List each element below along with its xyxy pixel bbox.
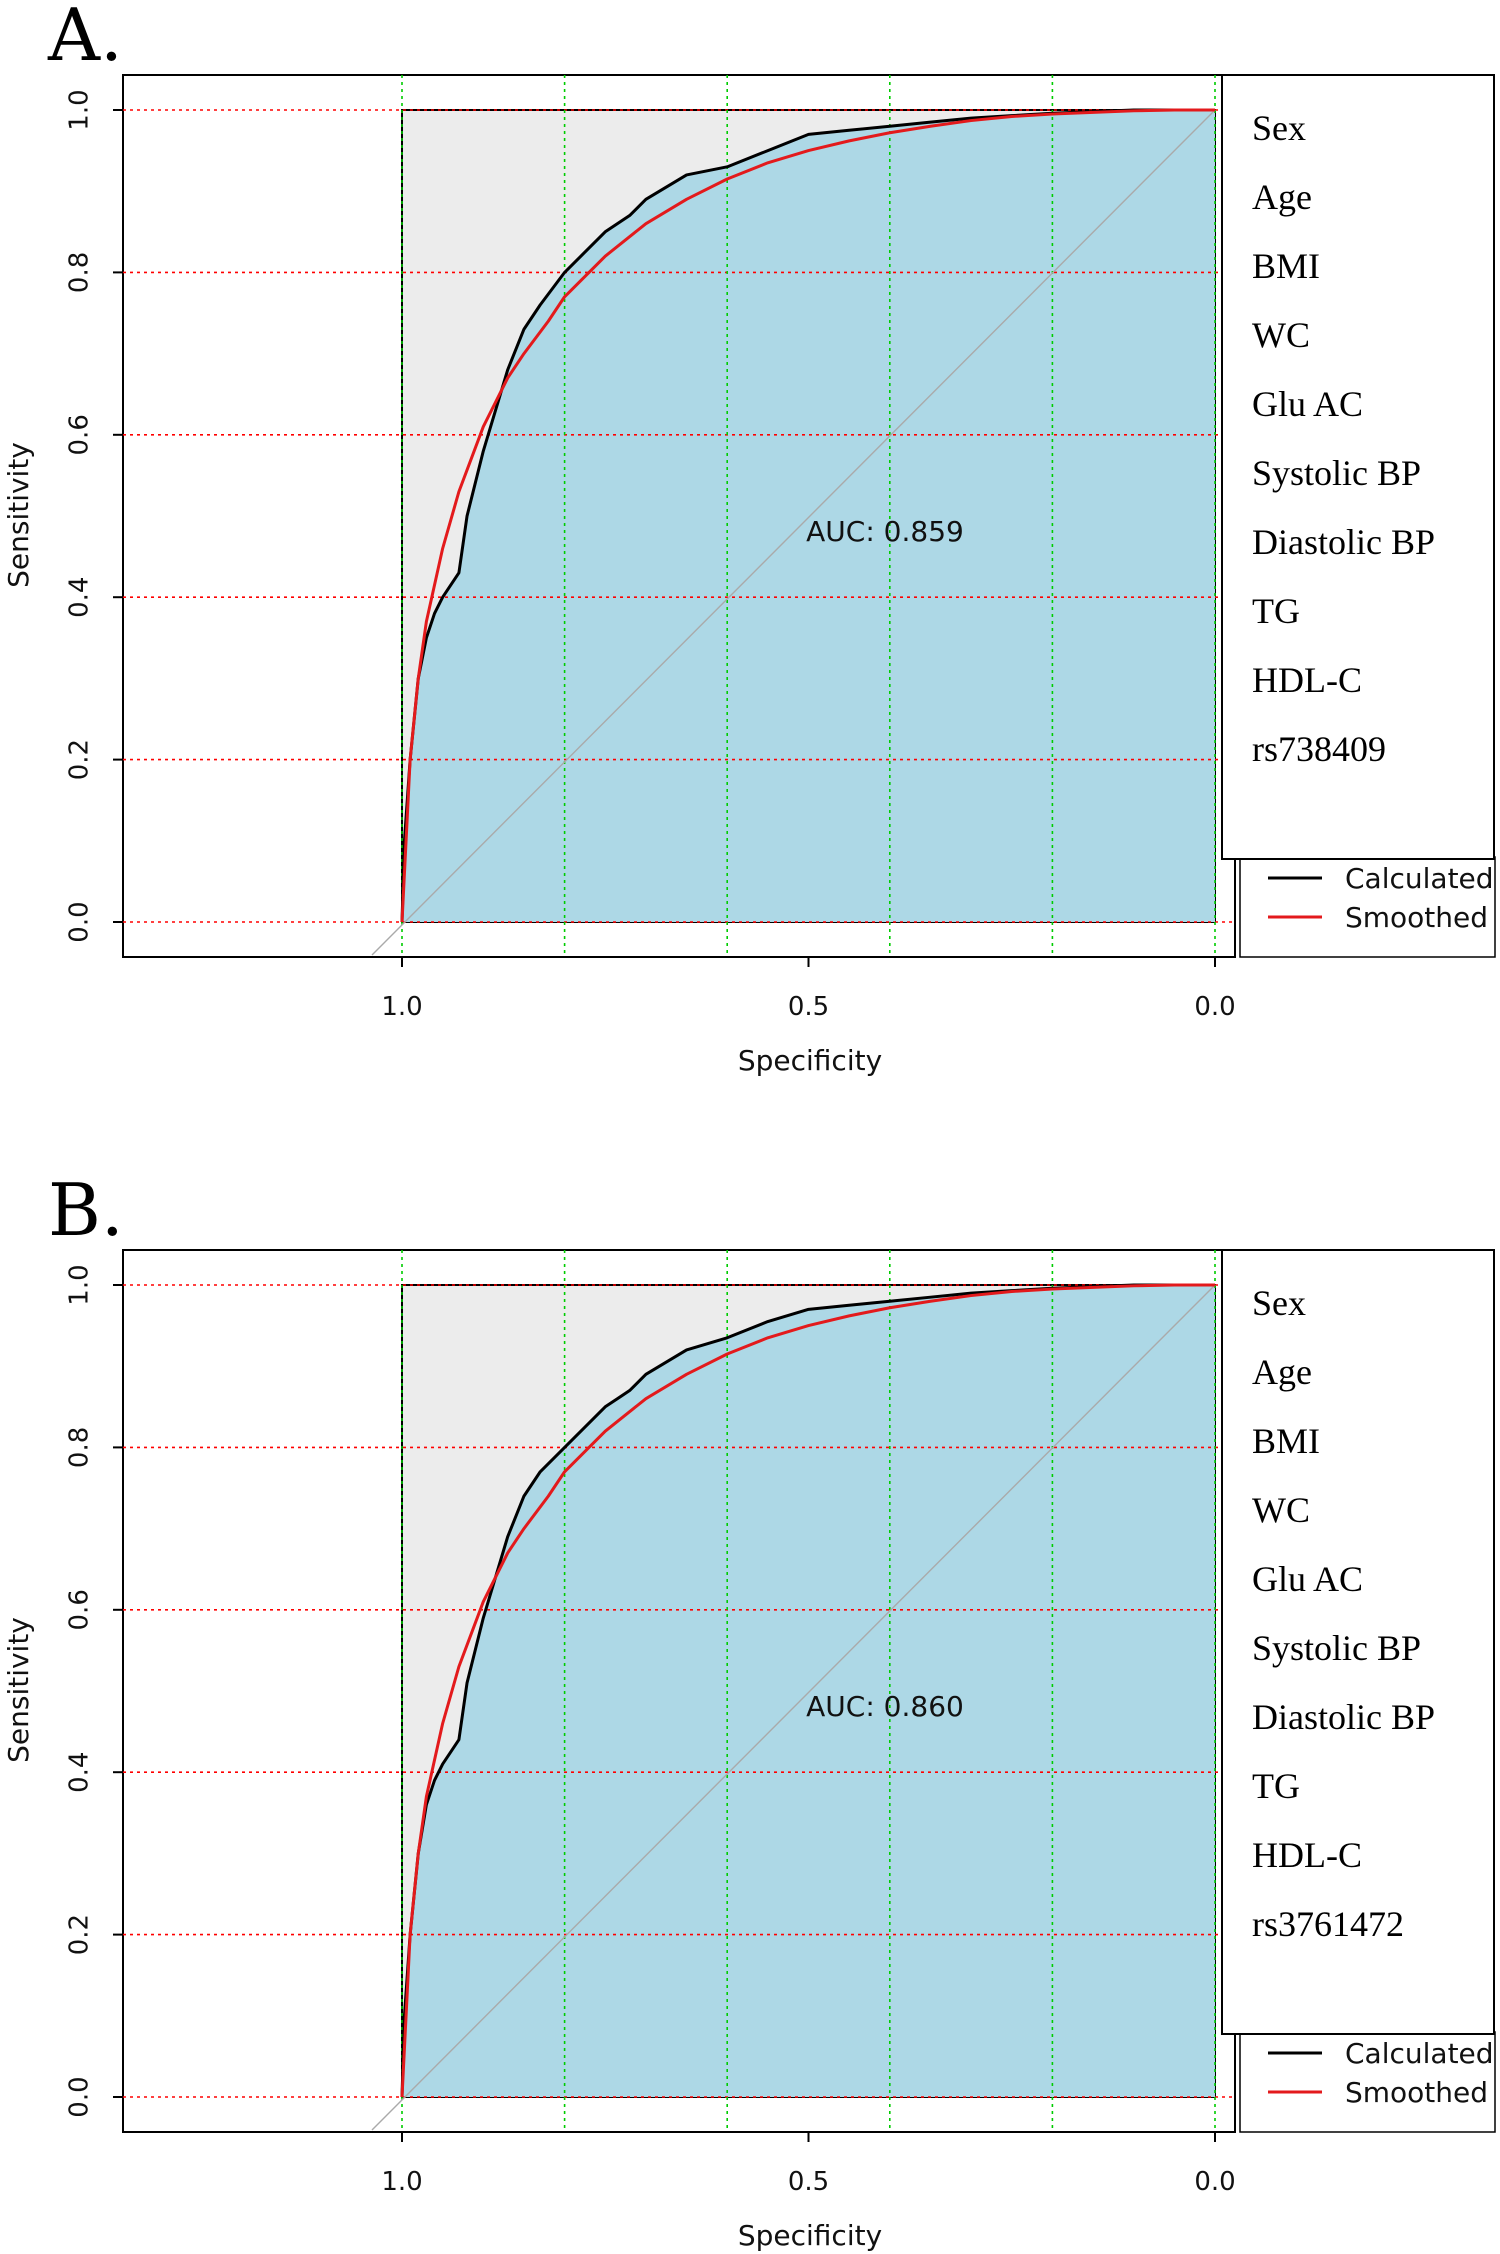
y-tick-label: 0.2: [65, 739, 95, 780]
y-tick-label: 0.6: [65, 414, 95, 455]
y-tick-label: 1.0: [65, 89, 95, 130]
variable-label: Glu AC: [1252, 384, 1363, 424]
legend-box: [1239, 856, 1496, 958]
x-axis-title: Specificity: [738, 1044, 882, 1077]
variable-label: Age: [1252, 177, 1312, 217]
roc-panel-a: A. 0.0 0.2 0.4 0.6 0.8 1.0 1.0 0.5 0.0 Specificity…: [2, 0, 1496, 1077]
variable-label: TG: [1252, 1766, 1300, 1806]
variables-box: [1221, 1249, 1495, 2035]
variable-label: rs3761472: [1252, 1904, 1404, 1944]
legend-label: Calculated: [1345, 2037, 1494, 2070]
variable-label: WC: [1252, 315, 1310, 355]
x-tick-label: 0.5: [788, 2167, 829, 2197]
variable-label: BMI: [1252, 246, 1320, 286]
auc-label: AUC: 0.860: [806, 1690, 964, 1723]
y-tick-label: 1.0: [65, 1264, 95, 1305]
legend-label: Smoothed: [1345, 2076, 1488, 2109]
legend-box: [1239, 2031, 1496, 2133]
panel-label: B.: [48, 1168, 124, 1252]
y-tick-label: 0.4: [65, 577, 95, 618]
variables-box: [1221, 74, 1495, 860]
variable-label: Systolic BP: [1252, 453, 1421, 493]
variable-label: Diastolic BP: [1252, 1697, 1435, 1737]
legend-label: Calculated: [1345, 862, 1494, 895]
variable-label: WC: [1252, 1490, 1310, 1530]
variable-label: Sex: [1252, 1283, 1306, 1323]
diagonal-line: [371, 109, 1216, 956]
smoothed-roc-line: [400, 108, 1215, 923]
variable-label: HDL-C: [1252, 1835, 1362, 1875]
y-tick-label: 0.0: [65, 2076, 95, 2117]
variable-label: BMI: [1252, 1421, 1320, 1461]
y-axis-title: Sensitivity: [2, 442, 35, 588]
variable-label: Systolic BP: [1252, 1628, 1421, 1668]
diagonal-line: [371, 1284, 1216, 2131]
y-tick-label: 0.4: [65, 1752, 95, 1793]
y-axis-title: Sensitivity: [2, 1617, 35, 1763]
x-tick-label: 0.0: [1194, 2167, 1235, 2197]
variable-label: HDL-C: [1252, 660, 1362, 700]
x-tick-label: 0.0: [1194, 992, 1235, 1022]
x-tick-label: 1.0: [381, 992, 422, 1022]
y-tick-label: 0.8: [65, 1427, 95, 1468]
x-tick-label: 1.0: [381, 2167, 422, 2197]
variable-label: Sex: [1252, 108, 1306, 148]
roc-panel-b: B. 0.0 0.2 0.4 0.6 0.8 1.0 1.0 0.5 0.0 Specificity…: [2, 1168, 1496, 2252]
variable-label: Diastolic BP: [1252, 522, 1435, 562]
legend-label: Smoothed: [1345, 901, 1488, 934]
variable-label: rs738409: [1252, 729, 1386, 769]
panel-label: A.: [47, 0, 123, 77]
y-tick-label: 0.6: [65, 1589, 95, 1630]
smoothed-roc-line: [400, 1283, 1215, 2098]
y-tick-label: 0.0: [65, 901, 95, 942]
auc-label: AUC: 0.859: [806, 515, 964, 548]
variable-label: Glu AC: [1252, 1559, 1363, 1599]
y-tick-label: 0.8: [65, 252, 95, 293]
x-tick-label: 0.5: [788, 992, 829, 1022]
variable-label: TG: [1252, 591, 1300, 631]
x-axis-title: Specificity: [738, 2219, 882, 2252]
y-tick-label: 0.2: [65, 1914, 95, 1955]
variable-label: Age: [1252, 1352, 1312, 1392]
